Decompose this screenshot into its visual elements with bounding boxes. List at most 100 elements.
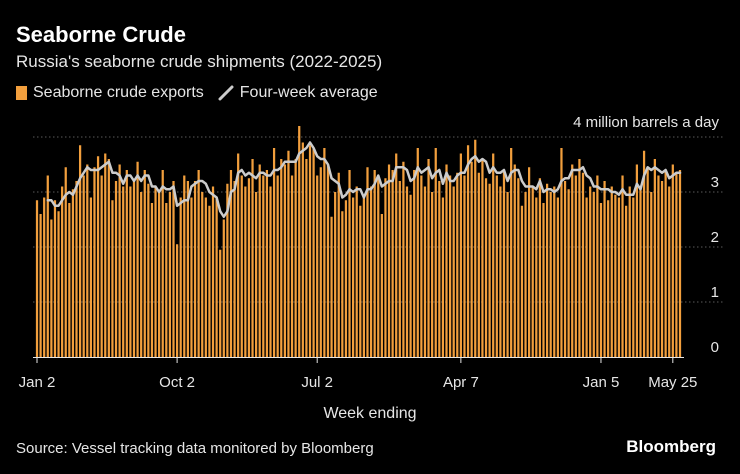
bar-week-136 [524,192,527,357]
x-tick-label-5: May 25 [648,374,697,391]
bar-week-56 [237,153,240,357]
bar-week-135 [520,205,524,357]
bar-week-10 [71,189,75,357]
bar-week-178 [675,172,678,357]
bar-week-169 [642,150,646,357]
bar-week-160 [610,186,613,357]
bar-week-3 [46,175,49,357]
bar-week-30 [143,170,146,357]
bar-week-129 [499,186,502,357]
legend-item-exports: Seaborne crude exports [16,84,204,102]
bar-week-117 [456,172,459,357]
bar-week-80 [323,148,326,357]
x-axis-label: Week ending [323,405,417,422]
bar-week-149 [571,164,574,357]
bar-week-161 [614,194,617,357]
bar-week-32 [150,203,154,357]
unit-label: 4 million barrels a day [573,114,719,131]
bar-week-55 [233,181,236,357]
bar-week-91 [362,197,365,357]
bar-week-51 [219,249,222,357]
bar-week-167 [635,164,639,357]
bar-week-49 [211,186,215,357]
bar-week-171 [650,192,653,357]
bar-week-101 [398,181,401,357]
bar-week-148 [567,189,570,357]
bar-week-108 [423,186,427,357]
x-tick-label-1: Oct 2 [159,374,195,391]
bar-week-17 [96,156,100,357]
bar-week-33 [154,186,157,357]
bar-week-151 [578,159,581,357]
bar-week-61 [255,192,258,357]
bloomberg-logo: Bloomberg [626,437,716,456]
bar-week-90 [359,205,362,357]
bar-week-24 [122,186,125,357]
bar-week-121 [470,161,473,357]
bar-week-125 [484,178,488,357]
legend-bar-swatch [16,86,27,100]
bar-week-85 [341,211,344,357]
bar-week-82 [330,216,333,357]
bar-week-60 [251,159,254,357]
bar-week-31 [147,183,150,357]
bar-week-35 [161,170,164,357]
y-tick-label-3: 3 [711,174,719,191]
bar-week-7 [61,186,64,357]
bar-week-143 [549,192,552,357]
bar-week-62 [258,164,261,357]
bar-week-15 [89,197,92,357]
bar-week-70 [287,150,290,357]
bar-week-12 [78,145,82,357]
bar-week-166 [632,197,635,357]
legend-label-average: Four-week average [239,84,378,101]
bar-week-39 [175,244,179,357]
bar-week-105 [413,170,416,357]
bar-week-163 [621,175,624,357]
bar-week-36 [165,203,168,357]
bar-week-130 [502,170,506,357]
bar-week-99 [391,170,394,357]
bar-week-103 [405,186,409,357]
bar-week-119 [463,175,466,357]
bar-week-86 [344,200,348,357]
bar-week-94 [373,170,376,357]
bar-week-147 [563,181,567,357]
bar-week-6 [57,211,60,357]
bar-week-131 [506,192,509,357]
x-tick-label-3: Apr 7 [443,374,479,391]
bar-week-162 [617,197,621,357]
bar-week-16 [93,167,96,357]
bar-week-67 [276,175,279,357]
bar-week-159 [607,200,610,357]
bar-week-1 [39,214,42,357]
bar-week-164 [625,205,628,357]
bar-week-176 [668,186,671,357]
bar-week-102 [402,161,405,357]
bar-week-154 [589,186,592,357]
bar-week-109 [427,159,430,357]
bar-week-63 [262,175,265,357]
bar-week-95 [377,175,380,357]
bar-week-156 [596,175,599,357]
bar-week-8 [64,167,67,357]
bar-week-84 [337,172,340,357]
bar-week-37 [168,192,172,357]
bar-week-175 [664,170,667,357]
bar-week-57 [240,175,243,357]
bar-week-113 [441,197,445,357]
bar-week-20 [107,159,110,357]
y-tick-label-2: 2 [711,229,719,246]
bar-week-124 [481,159,484,357]
bar-week-168 [639,186,642,357]
bar-week-139 [535,197,538,357]
bar-week-77 [312,148,315,357]
bar-week-73 [298,126,301,357]
bar-week-34 [158,192,161,357]
bar-week-78 [316,175,319,357]
bar-week-48 [208,205,211,357]
bar-week-123 [477,172,480,357]
source-note: Source: Vessel tracking data monitored b… [16,440,374,457]
bar-week-40 [179,197,182,357]
